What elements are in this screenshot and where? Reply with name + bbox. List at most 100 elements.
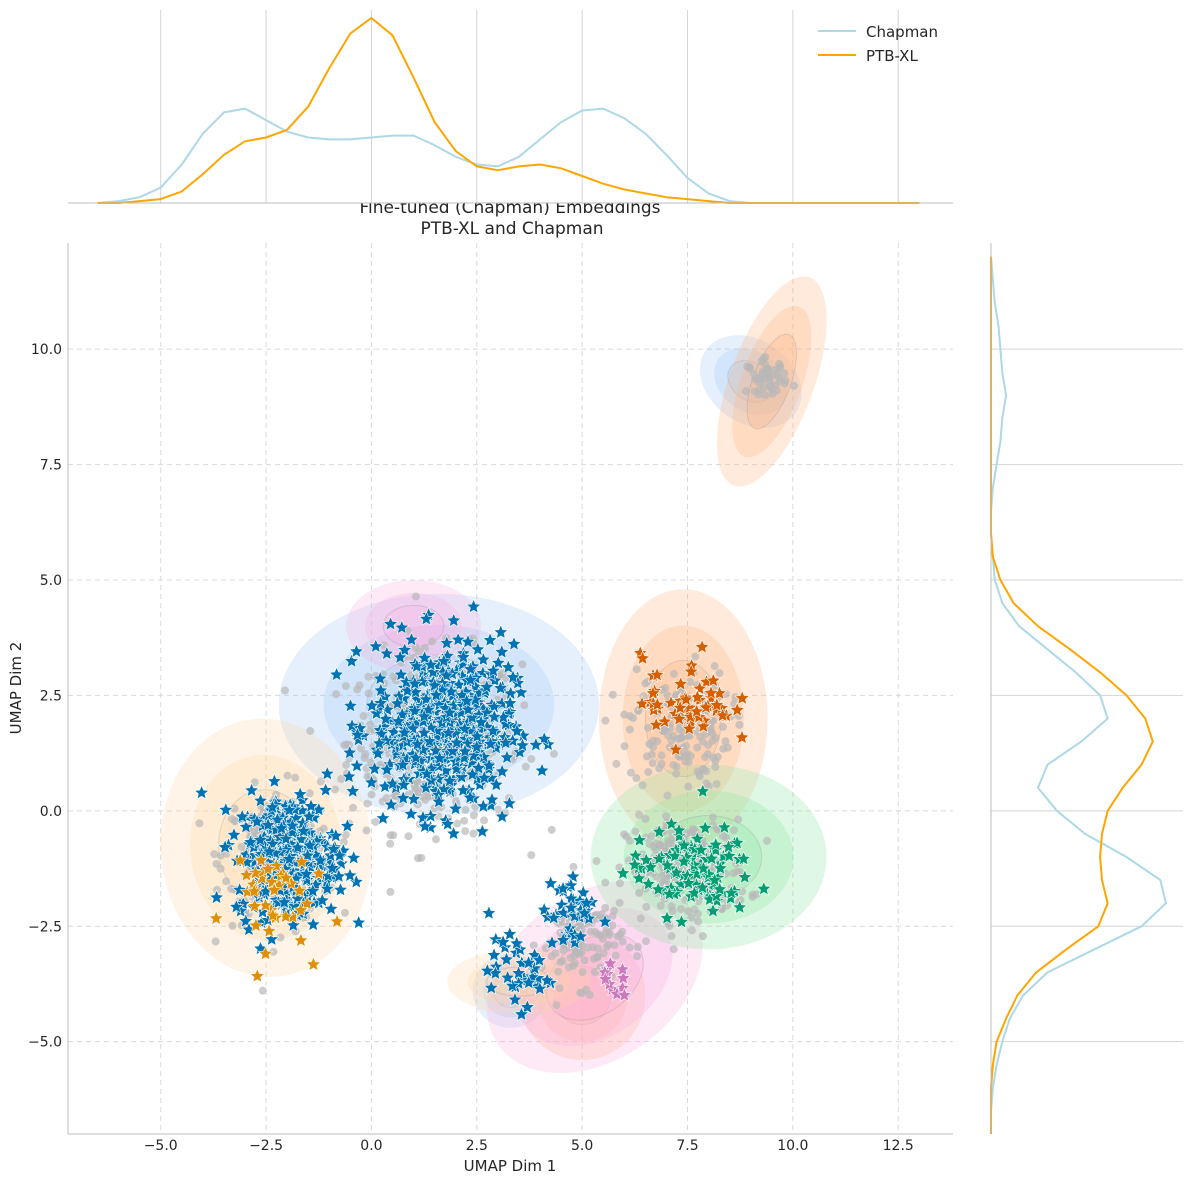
blue-star-marker — [314, 892, 331, 908]
red-star-marker — [681, 720, 698, 736]
scatter-point — [541, 944, 550, 953]
scatter-point — [555, 984, 564, 993]
orange-star-marker — [257, 897, 274, 913]
scatter-point — [775, 359, 784, 368]
scatter-point — [702, 779, 711, 788]
blue-star-marker — [395, 789, 412, 805]
scatter-point — [583, 943, 592, 952]
blue-star-marker — [493, 643, 510, 659]
scatter-point — [222, 877, 231, 886]
scatter-point — [613, 932, 622, 941]
scatter-point — [715, 669, 724, 678]
blue-star-marker — [478, 678, 495, 694]
blue-star-marker — [480, 904, 497, 920]
orange-star-marker — [246, 897, 263, 913]
blue-star-marker — [398, 674, 415, 690]
scatter-point — [645, 739, 654, 748]
blue-star-marker — [395, 756, 411, 772]
y-tick-label: 5.0 — [40, 573, 62, 589]
blue-star-marker — [519, 999, 536, 1015]
blue-star-marker — [393, 619, 410, 635]
green-star-marker — [631, 832, 648, 848]
blue-star-marker — [252, 831, 269, 847]
blue-star-marker — [505, 669, 521, 685]
blue-star-marker — [372, 682, 389, 698]
blue-star-marker — [453, 769, 470, 784]
blue-star-marker — [476, 769, 493, 785]
orange-star-marker — [208, 910, 225, 926]
scatter-point — [342, 760, 351, 769]
scatter-point — [663, 791, 672, 800]
blue-star-marker — [563, 899, 580, 915]
blue-star-marker — [483, 979, 500, 995]
orange-star-marker — [292, 902, 309, 918]
blue-star-marker — [363, 774, 380, 790]
scatter-point — [558, 957, 567, 966]
scatter-point — [520, 701, 529, 710]
scatter-point — [615, 898, 624, 907]
red-star-marker — [705, 672, 722, 688]
scatter-point — [625, 836, 634, 845]
scatter-point — [578, 968, 587, 977]
blue-star-marker — [393, 666, 409, 682]
scatter-point — [305, 789, 314, 798]
scatter-point — [431, 835, 440, 844]
blue-star-marker — [372, 670, 389, 686]
scatter-point — [633, 952, 642, 961]
blue-star-marker — [278, 830, 294, 846]
x-tick-label: 12.5 — [883, 1138, 914, 1154]
blue-star-marker — [289, 839, 306, 855]
blue-star-marker — [484, 791, 500, 807]
scatter-point — [698, 932, 707, 941]
blue-star-marker — [504, 977, 521, 993]
blue-star-marker — [542, 875, 559, 891]
scatter-point — [761, 391, 770, 400]
blue-star-marker — [440, 724, 457, 740]
green-star-marker — [712, 860, 729, 876]
scatter-point — [428, 637, 437, 646]
red-star-marker — [729, 701, 746, 717]
scatter-point — [554, 967, 563, 976]
scatter-point — [676, 733, 685, 742]
scatter-point — [389, 672, 398, 681]
scatter-point — [781, 376, 790, 385]
blue-star-marker — [301, 837, 318, 853]
scatter-point — [664, 731, 673, 740]
blue-star-marker — [485, 722, 501, 738]
blue-star-marker — [395, 776, 412, 792]
blue-star-marker — [281, 850, 298, 866]
blue-star-marker — [406, 675, 423, 691]
scatter-point — [708, 813, 717, 822]
scatter-point — [521, 762, 530, 771]
blue-star-marker — [474, 823, 491, 839]
blue-star-marker — [531, 952, 548, 968]
scatter-point — [340, 741, 349, 750]
scatter-point — [641, 814, 650, 823]
scatter-point — [625, 725, 634, 734]
blue-star-marker — [467, 691, 484, 707]
green-star-marker — [694, 783, 711, 799]
scatter-point — [605, 928, 614, 937]
blue-star-marker — [441, 772, 458, 788]
blue-star-marker — [332, 881, 349, 897]
scatter-point — [367, 790, 376, 799]
blue-star-marker — [468, 738, 485, 754]
scatter-point — [712, 779, 721, 788]
chart-subtitle: PTB-XL and Chapman — [420, 219, 603, 239]
blue-star-marker — [371, 735, 388, 751]
blue-star-marker — [396, 724, 413, 740]
legend-label-chapman: Chapman — [866, 23, 938, 41]
orange-star-marker — [247, 917, 264, 933]
scatter-point — [748, 892, 757, 901]
scatter-point — [764, 373, 773, 382]
scatter-point — [469, 829, 478, 838]
blue-star-marker — [439, 816, 456, 831]
blue-star-marker — [481, 757, 497, 773]
scatter-point — [227, 884, 236, 893]
pink-star-marker — [602, 955, 619, 971]
density-contour — [699, 335, 802, 428]
blue-star-marker — [578, 894, 595, 910]
scatter-point — [653, 737, 662, 746]
x-tick-labels: −5.0 −2.5 0.0 2.5 5.0 7.5 10.0 12.5 — [144, 1138, 914, 1154]
scatter-point — [341, 682, 350, 691]
